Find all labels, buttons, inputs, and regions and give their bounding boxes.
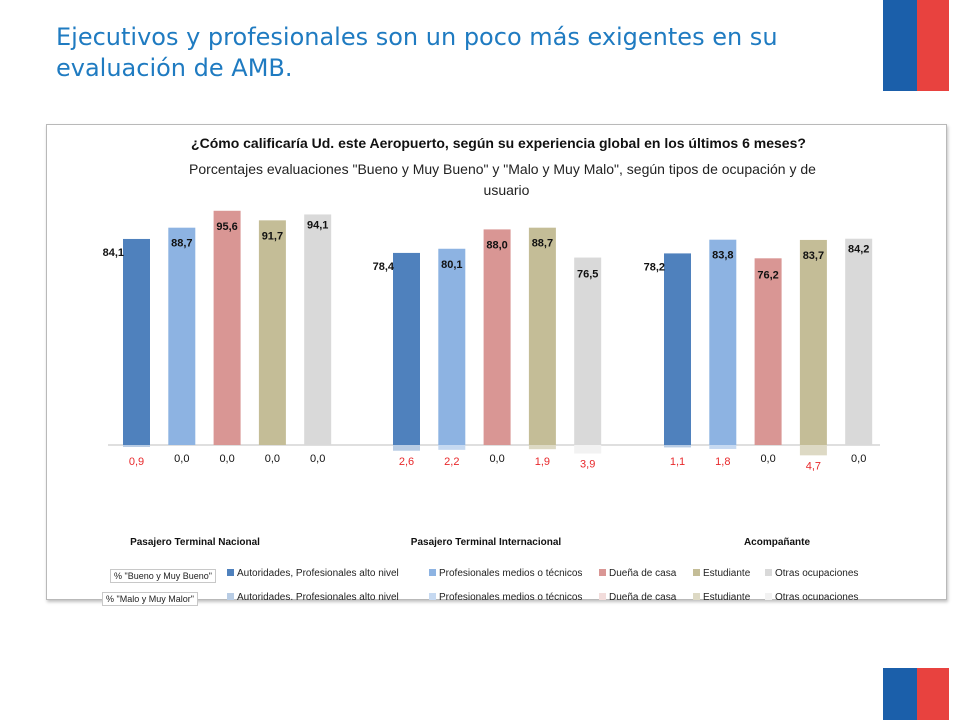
- legend-swatch-good-duena-de-casa: [599, 569, 606, 576]
- legend-label-bad-profesionales-medios: Profesionales medios o técnicos: [439, 592, 582, 600]
- label-bad-g2-otras-ocupaciones: 3,9: [580, 459, 595, 471]
- bar-good-g1-profesionales-medios: [168, 227, 196, 445]
- bar-good-g3-duena-de-casa: [754, 258, 782, 445]
- label-bad-g1-estudiante: 0,0: [265, 453, 280, 465]
- legend-bad-tag: % "Malo y Muy Malor": [102, 592, 198, 606]
- bar-bad-g1-autoridades: [123, 445, 150, 447]
- label-good-g2-otras-ocupaciones: 76,5: [577, 269, 598, 281]
- bar-good-g3-autoridades: [664, 253, 691, 445]
- label-good-g1-profesionales-medios: 88,7: [171, 238, 192, 250]
- chart-subtitle-line1: Porcentajes evaluaciones "Bueno y Muy Bu…: [189, 161, 816, 177]
- legend-good-tag: % "Bueno y Muy Bueno": [110, 569, 216, 583]
- bar-good-g2-duena-de-casa: [483, 229, 511, 445]
- bar-good-g2-estudiante: [528, 227, 556, 445]
- bar-bad-g2-estudiante: [528, 445, 556, 450]
- legend-label-good-duena-de-casa: Dueña de casa: [609, 568, 677, 579]
- bar-good-g2-otras-ocupaciones: [574, 257, 602, 445]
- label-bad-g1-autoridades: 0,9: [129, 456, 144, 468]
- legend-swatch-bad-otras-ocupaciones: [765, 593, 772, 600]
- bar-good-g2-autoridades: [393, 252, 420, 445]
- bar-bad-g3-autoridades: [664, 445, 691, 448]
- label-bad-g1-profesionales-medios: 0,0: [174, 453, 189, 465]
- label-bad-g3-autoridades: 1,1: [670, 456, 685, 468]
- bar-good-g1-estudiante: [258, 220, 286, 445]
- legend-label-bad-duena-de-casa: Dueña de casa: [609, 592, 677, 600]
- label-bad-g3-estudiante: 4,7: [806, 460, 821, 472]
- bar-bad-g3-profesionales-medios: [709, 445, 737, 449]
- label-bad-g1-duena-de-casa: 0,0: [219, 453, 234, 465]
- legend-swatch-bad-profesionales-medios: [429, 593, 436, 600]
- label-good-g2-duena-de-casa: 88,0: [486, 239, 507, 251]
- bar-good-g1-duena-de-casa: [213, 210, 241, 445]
- label-good-g3-duena-de-casa: 76,2: [757, 269, 778, 281]
- label-bad-g2-profesionales-medios: 2,2: [444, 456, 459, 468]
- chart-title: ¿Cómo calificaría Ud. este Aeropuerto, s…: [191, 135, 806, 151]
- bar-bad-g2-autoridades: [393, 445, 420, 451]
- legend-swatch-good-estudiante: [693, 569, 700, 576]
- chile-flag-logo-bottom: [883, 668, 949, 720]
- label-good-g2-estudiante: 88,7: [532, 238, 553, 250]
- legend-swatch-good-otras-ocupaciones: [765, 569, 772, 576]
- bar-good-g2-profesionales-medios: [438, 248, 466, 445]
- legend-label-bad-estudiante: Estudiante: [703, 592, 751, 600]
- bar-chart: ¿Cómo calificaría Ud. este Aeropuerto, s…: [103, 135, 880, 600]
- chile-flag-logo-top: [883, 0, 949, 91]
- bar-good-g1-autoridades: [123, 238, 150, 445]
- label-good-g1-duena-de-casa: 95,6: [216, 221, 237, 233]
- bar-bad-g2-otras-ocupaciones: [574, 445, 602, 454]
- legend-swatch-bad-autoridades: [227, 593, 234, 600]
- bar-good-g3-estudiante: [799, 239, 827, 445]
- label-bad-g2-duena-de-casa: 0,0: [489, 453, 504, 465]
- bar-bad-g3-estudiante: [799, 445, 827, 456]
- bar-good-g3-profesionales-medios: [709, 239, 737, 445]
- slide-title: Ejecutivos y profesionales son un poco m…: [56, 22, 876, 84]
- label-good-g1-otras-ocupaciones: 94,1: [307, 219, 328, 231]
- label-good-g3-autoridades: 78,2: [644, 261, 665, 273]
- label-good-g2-autoridades: 78,4: [373, 261, 395, 273]
- legend-label-good-otras-ocupaciones: Otras ocupaciones: [775, 568, 858, 579]
- label-bad-g3-profesionales-medios: 1,8: [715, 456, 730, 468]
- legend-swatch-good-autoridades: [227, 569, 234, 576]
- label-bad-g2-autoridades: 2,6: [399, 456, 414, 468]
- label-good-g3-profesionales-medios: 83,8: [712, 250, 733, 262]
- label-good-g1-estudiante: 91,7: [262, 230, 283, 242]
- label-bad-g1-otras-ocupaciones: 0,0: [310, 453, 325, 465]
- category-label-1: Pasajero Terminal Nacional: [130, 537, 260, 548]
- label-bad-g3-duena-de-casa: 0,0: [760, 453, 775, 465]
- legend-label-bad-otras-ocupaciones: Otras ocupaciones: [775, 592, 858, 600]
- legend-swatch-good-profesionales-medios: [429, 569, 436, 576]
- bar-good-g1-otras-ocupaciones: [304, 214, 332, 445]
- legend-label-good-estudiante: Estudiante: [703, 568, 751, 579]
- label-good-g1-autoridades: 84,1: [103, 247, 124, 259]
- category-label-2: Pasajero Terminal Internacional: [411, 537, 562, 548]
- category-label-3: Acompañante: [744, 537, 811, 548]
- bar-good-g3-otras-ocupaciones: [845, 238, 873, 445]
- chart-subtitle-line2: usuario: [484, 182, 530, 198]
- legend-label-good-autoridades: Autoridades, Profesionales alto nivel: [237, 568, 399, 579]
- legend-label-good-profesionales-medios: Profesionales medios o técnicos: [439, 568, 582, 579]
- label-bad-g3-otras-ocupaciones: 0,0: [851, 453, 866, 465]
- label-bad-g2-estudiante: 1,9: [535, 456, 550, 468]
- legend-label-bad-autoridades: Autoridades, Profesionales alto nivel: [237, 592, 399, 600]
- slide-title-line2: evaluación de AMB.: [56, 54, 293, 82]
- legend-swatch-bad-duena-de-casa: [599, 593, 606, 600]
- label-good-g2-profesionales-medios: 80,1: [441, 259, 462, 271]
- legend-swatch-bad-estudiante: [693, 593, 700, 600]
- label-good-g3-estudiante: 83,7: [803, 250, 824, 262]
- slide-title-line1: Ejecutivos y profesionales son un poco m…: [56, 23, 778, 51]
- label-good-g3-otras-ocupaciones: 84,2: [848, 244, 869, 256]
- bar-bad-g2-profesionales-medios: [438, 445, 466, 450]
